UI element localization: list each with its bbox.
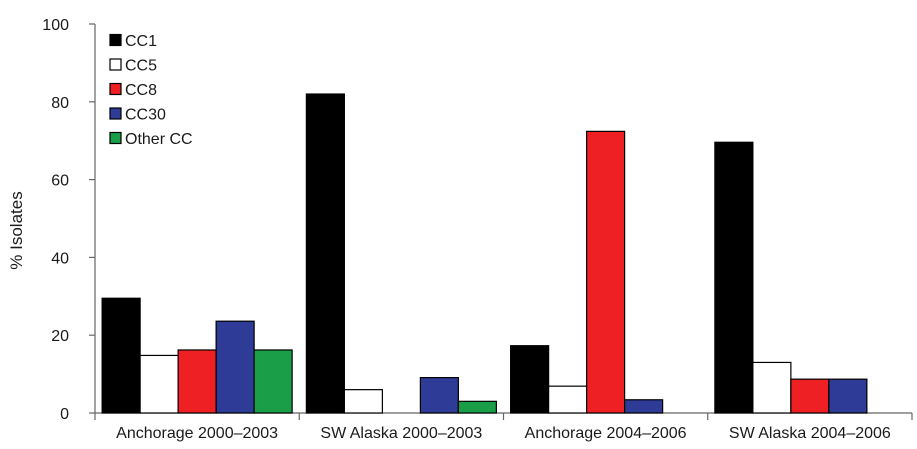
bar-cc30 — [624, 399, 664, 414]
bar-cc1 — [510, 345, 550, 414]
bar-cc1 — [305, 93, 345, 414]
legend-swatch — [109, 82, 122, 96]
bar-other-cc — [457, 400, 497, 414]
legend-label: CC8 — [125, 82, 157, 99]
bar-cc30 — [419, 377, 459, 414]
bar-cc5 — [548, 385, 588, 414]
x-axis: Anchorage 2000–2003 SW Alaska 2000–2003 An… — [94, 412, 913, 442]
bar-cc1 — [714, 141, 754, 414]
y-tick-label: 0 — [60, 406, 69, 423]
x-tick-label: Anchorage 2004–2006 — [525, 425, 687, 442]
bar-cc8 — [790, 378, 830, 414]
x-tick-label: SW Alaska 2004–2006 — [729, 425, 891, 442]
x-tick-label: SW Alaska 2000–2003 — [320, 425, 482, 442]
y-tick-label: 20 — [51, 328, 69, 345]
y-axis: 0 20 40 60 80 100 — [42, 17, 96, 423]
y-axis-label: % Isolates — [7, 191, 26, 269]
legend: CC1 CC5 CC8 CC30 Other CC — [109, 33, 193, 148]
y-tick-label: 60 — [51, 173, 69, 190]
legend-swatch — [109, 107, 122, 120]
legend-label: CC5 — [125, 58, 157, 75]
legend-swatch — [109, 131, 122, 145]
bar-other-cc — [253, 349, 293, 414]
y-tick-label: 100 — [42, 17, 69, 34]
bar-cc30 — [828, 378, 868, 414]
bar-cc5 — [752, 361, 792, 414]
bars — [101, 93, 868, 414]
bar-cc1 — [101, 297, 141, 414]
bar-cc8 — [177, 349, 217, 414]
bar-cc5 — [139, 354, 179, 414]
bar-cc8 — [586, 130, 626, 414]
legend-label: CC30 — [125, 107, 166, 124]
legend-label: Other CC — [125, 131, 193, 148]
bar-cc30 — [215, 320, 255, 414]
legend-label: CC1 — [125, 33, 157, 50]
legend-swatch — [109, 58, 122, 71]
y-tick-label: 80 — [51, 95, 69, 112]
x-tick-label: Anchorage 2000–2003 — [116, 425, 278, 442]
y-tick-label: 40 — [51, 250, 69, 267]
bar-cc5 — [343, 389, 383, 414]
legend-swatch — [109, 33, 122, 47]
